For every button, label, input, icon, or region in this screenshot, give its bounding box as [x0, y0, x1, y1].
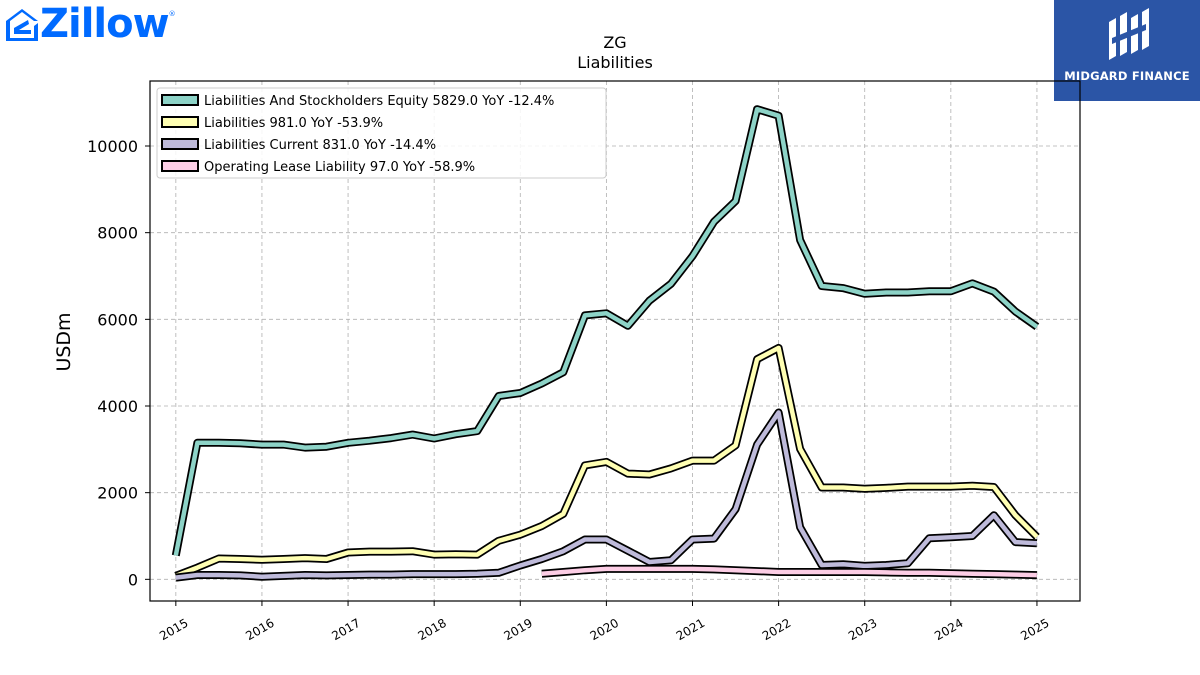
- y-tick-label: 10000: [87, 137, 138, 156]
- series-stroke: [175, 410, 1038, 580]
- legend-label: Operating Lease Liability 97.0 YoY -58.9…: [204, 160, 475, 175]
- y-tick-label: 0: [128, 570, 138, 589]
- x-tick-label: 2015: [157, 616, 190, 643]
- series-stroke: [173, 106, 1039, 556]
- legend-label: Liabilities And Stockholders Equity 5829…: [204, 94, 554, 109]
- x-tick-label: 2017: [329, 616, 362, 643]
- series-lines: [171, 105, 1040, 582]
- x-tick-label: 2016: [243, 616, 276, 643]
- grid-lines: [150, 81, 1080, 601]
- legend-box: [156, 87, 607, 179]
- y-axis-label: USDm: [53, 312, 75, 371]
- chart-subtitle: Liabilities: [577, 53, 653, 72]
- legend-swatch: [161, 138, 199, 150]
- x-tick-label: 2018: [415, 616, 448, 643]
- zillow-logo: Zillow ®: [4, 4, 176, 44]
- legend-swatch: [161, 94, 199, 106]
- legend: Liabilities And Stockholders Equity 5829…: [156, 87, 607, 179]
- legend-label: Liabilities Current 831.0 YoY -14.4%: [204, 138, 436, 153]
- y-tick-label: 6000: [97, 310, 138, 329]
- x-tick-label: 2019: [502, 616, 535, 643]
- x-tick-label: 2023: [846, 616, 879, 643]
- y-tick-label: 2000: [97, 484, 138, 503]
- x-tick-label: 2024: [932, 616, 965, 643]
- x-tick-label: 2022: [760, 616, 793, 643]
- y-tick-label: 8000: [97, 224, 138, 243]
- series-line: [541, 564, 1037, 580]
- legend-swatch: [161, 160, 199, 172]
- zillow-logo-text: Zillow: [40, 1, 170, 47]
- midgard-finance-logo: MIDGARD FINANCE: [1054, 0, 1200, 101]
- chart-title: ZG: [603, 33, 626, 52]
- series-line: [171, 105, 1040, 557]
- zillow-house-icon: [6, 9, 38, 41]
- series-line: [174, 343, 1040, 580]
- series-stroke: [541, 566, 1037, 578]
- plot-frame: [149, 80, 1081, 602]
- midgard-logo-text: MIDGARD FINANCE: [1064, 69, 1190, 83]
- x-tick-label: 2021: [674, 616, 707, 643]
- x-tick-label: 2020: [588, 616, 621, 643]
- series-line: [175, 408, 1038, 582]
- x-tick-label: 2025: [1018, 616, 1051, 643]
- legend-label: Liabilities 981.0 YoY -53.9%: [204, 116, 383, 131]
- midgard-emblem-icon: [1109, 8, 1149, 60]
- registered-mark: ®: [168, 10, 176, 18]
- legend-swatch: [161, 116, 199, 128]
- series-stroke: [174, 345, 1039, 579]
- y-tick-label: 4000: [97, 397, 138, 416]
